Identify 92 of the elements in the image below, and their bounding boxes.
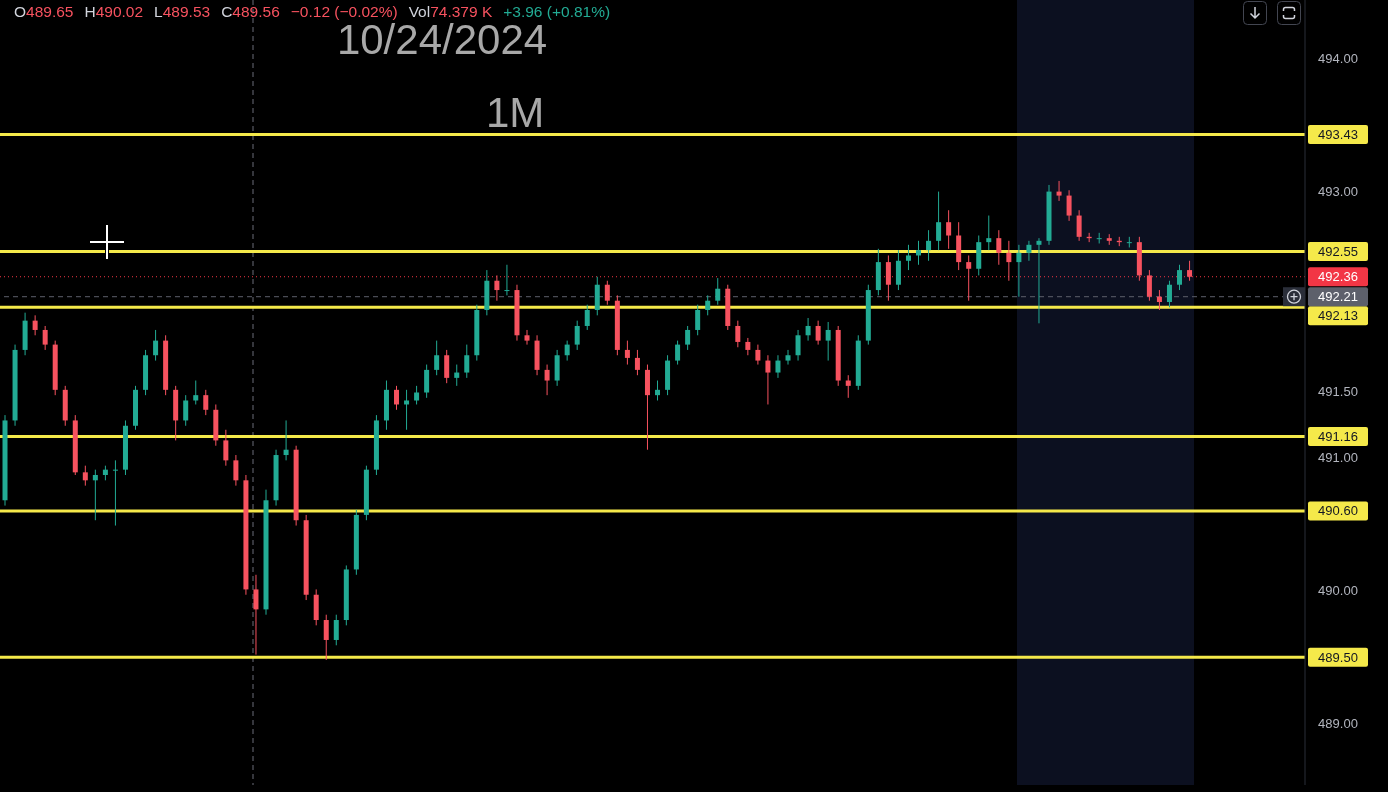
candlestick — [1166, 280, 1172, 308]
y-tick-label: 494.00 — [1318, 51, 1358, 67]
candlestick — [685, 325, 691, 351]
candlestick — [1006, 240, 1012, 282]
candlestick — [454, 364, 460, 387]
candlestick — [805, 317, 811, 342]
candlestick — [464, 344, 470, 379]
candlestick — [82, 465, 88, 487]
candlestick — [434, 340, 440, 376]
candlestick — [916, 240, 922, 266]
candlestick — [32, 314, 38, 336]
candlestick — [775, 354, 781, 379]
candlestick — [1026, 240, 1032, 262]
candlestick — [153, 329, 159, 362]
candlestick — [926, 229, 932, 262]
candlestick — [223, 429, 229, 467]
candlestick — [404, 389, 410, 431]
candlestick — [504, 264, 510, 296]
candlestick — [966, 254, 972, 302]
candlestick — [845, 374, 851, 399]
candlestick — [574, 320, 580, 351]
candlestick — [755, 344, 761, 366]
candlestick — [1016, 244, 1022, 298]
candlestick — [946, 209, 952, 250]
candlestick — [735, 320, 741, 348]
ref-line-label: 491.16 — [1318, 428, 1358, 444]
y-tick-label: 491.50 — [1318, 383, 1358, 399]
candlestick — [695, 304, 701, 336]
candlestick — [604, 280, 610, 306]
candlestick — [624, 340, 630, 366]
annotation: Vol74.379 K — [408, 3, 493, 20]
candlestick — [815, 320, 821, 346]
candlestick — [424, 364, 430, 399]
candlestick — [1177, 264, 1183, 291]
annotation: O489.65 — [14, 3, 74, 20]
candlestick — [494, 274, 500, 302]
candlestick — [905, 244, 911, 271]
candlestick — [524, 329, 530, 346]
text: 1M — [486, 89, 545, 137]
ref-line-label: 492.21 — [1318, 289, 1358, 305]
ref-line-label: 492.55 — [1318, 244, 1358, 260]
y-tick-label: 489.00 — [1318, 716, 1358, 732]
ref-line-label: 492.36 — [1318, 269, 1358, 285]
candlestick — [333, 614, 339, 646]
candlestick — [92, 469, 98, 521]
candlestick — [183, 394, 189, 427]
candlestick — [1076, 209, 1082, 242]
candlestick — [544, 364, 550, 396]
y-tick-label: 490.00 — [1318, 583, 1358, 599]
candlestick — [112, 459, 118, 527]
candlestick — [1146, 269, 1152, 302]
candlestick — [795, 329, 801, 362]
candlestick — [193, 380, 199, 405]
ref-line-label: 492.13 — [1318, 308, 1358, 324]
candlestick — [1066, 189, 1072, 222]
candlestick — [885, 254, 891, 302]
candlestick — [675, 340, 681, 366]
candlestick — [825, 321, 831, 362]
candlestick — [655, 380, 661, 401]
candlestick — [1056, 180, 1062, 202]
candlestick — [705, 294, 711, 316]
candlestick — [1156, 289, 1162, 311]
candlestick — [394, 385, 400, 411]
candlestick — [564, 340, 570, 362]
candlestick — [1187, 260, 1193, 282]
ref-line-label: 493.43 — [1318, 126, 1358, 142]
candlestick — [936, 191, 942, 251]
candlestick — [715, 277, 721, 306]
ref-line-label: 489.50 — [1318, 649, 1358, 665]
candlestick — [785, 349, 791, 366]
candlestick — [895, 249, 901, 291]
annotation: C489.56 — [221, 3, 280, 20]
y-tick-label: 493.00 — [1318, 184, 1358, 200]
candlestick — [996, 229, 1002, 266]
candlestick — [203, 389, 209, 416]
candlestick — [323, 614, 329, 661]
ref-line-label: 490.60 — [1318, 503, 1358, 519]
candlestick — [1036, 237, 1042, 324]
candlestick — [765, 354, 771, 405]
annotation: H490.02 — [84, 3, 144, 20]
candlestick — [584, 304, 590, 331]
candlestick — [634, 349, 640, 376]
candlestick — [283, 419, 289, 461]
annotation: L489.53 — [154, 3, 211, 20]
candlestick — [745, 337, 751, 356]
candlestick — [233, 454, 239, 487]
candlestick — [986, 215, 992, 251]
candlestick — [253, 574, 259, 656]
y-tick-label: 491.00 — [1318, 450, 1358, 466]
candlestick — [444, 349, 450, 384]
candlestick — [42, 325, 48, 351]
annotation: +3.96 (+0.81%) — [503, 3, 611, 20]
